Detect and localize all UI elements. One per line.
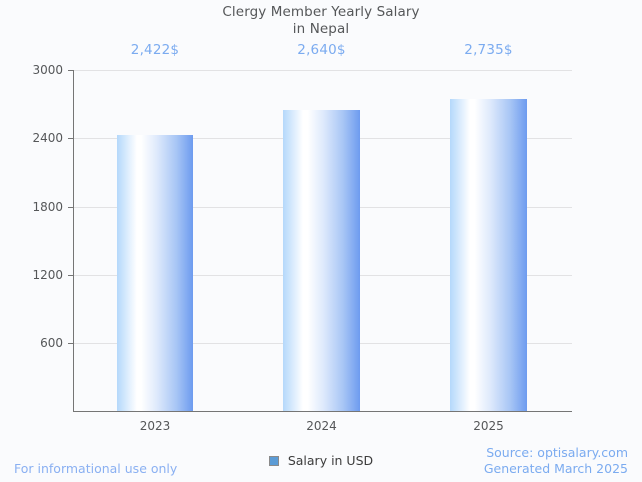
chart-title: Clergy Member Yearly Salary in Nepal [0, 4, 642, 38]
y-tick-label-1200: 1200 [32, 268, 63, 282]
bar-value-2024: 2,640$ [297, 42, 346, 58]
chart-legend: Salary in USD [0, 453, 642, 468]
y-axis-labels: 3000 2400 1800 1200 600 [0, 64, 63, 412]
y-tick-label-1800: 1800 [32, 200, 63, 214]
legend-item-label: Salary in USD [287, 453, 374, 468]
bar-2024[interactable] [283, 110, 360, 411]
bar-2025[interactable] [450, 99, 527, 411]
x-tick-label-2024: 2024 [306, 419, 337, 433]
bar-value-2023: 2,422$ [130, 42, 180, 58]
y-tickmark-1200 [68, 275, 73, 276]
y-tickmark-2400 [68, 138, 73, 139]
y-tickmark-3000 [68, 70, 73, 71]
bar-value-2025: 2,735$ [464, 42, 513, 58]
chart-title-line-2: in Nepal [292, 21, 350, 37]
legend-item-salary-in-usd[interactable]: Salary in USD [268, 453, 374, 468]
footer-generated-date: Generated March 2025 [483, 461, 628, 476]
x-tick-label-2023: 2023 [139, 419, 171, 433]
y-axis-line [73, 70, 74, 412]
footer-attribution: Source: optisalary.com Generated March 2… [484, 445, 628, 477]
gridline-3000 [74, 70, 572, 71]
footer-disclaimer: For informational use only [14, 461, 178, 476]
y-tickmark-600 [68, 343, 73, 344]
x-axis-line [73, 411, 572, 412]
y-tick-label-2400: 2400 [32, 131, 63, 145]
plot-area [68, 70, 572, 412]
chart-title-line-1: Clergy Member Yearly Salary [222, 4, 420, 20]
y-tick-label-3000: 3000 [32, 63, 63, 77]
footer-source: Source: optisalary.com [486, 445, 628, 460]
legend-swatch-icon [268, 455, 279, 466]
bar-2023[interactable] [117, 135, 193, 411]
y-tick-label-600: 600 [40, 336, 63, 350]
y-tickmark-1800 [68, 207, 73, 208]
x-tick-label-2025: 2025 [473, 419, 504, 433]
